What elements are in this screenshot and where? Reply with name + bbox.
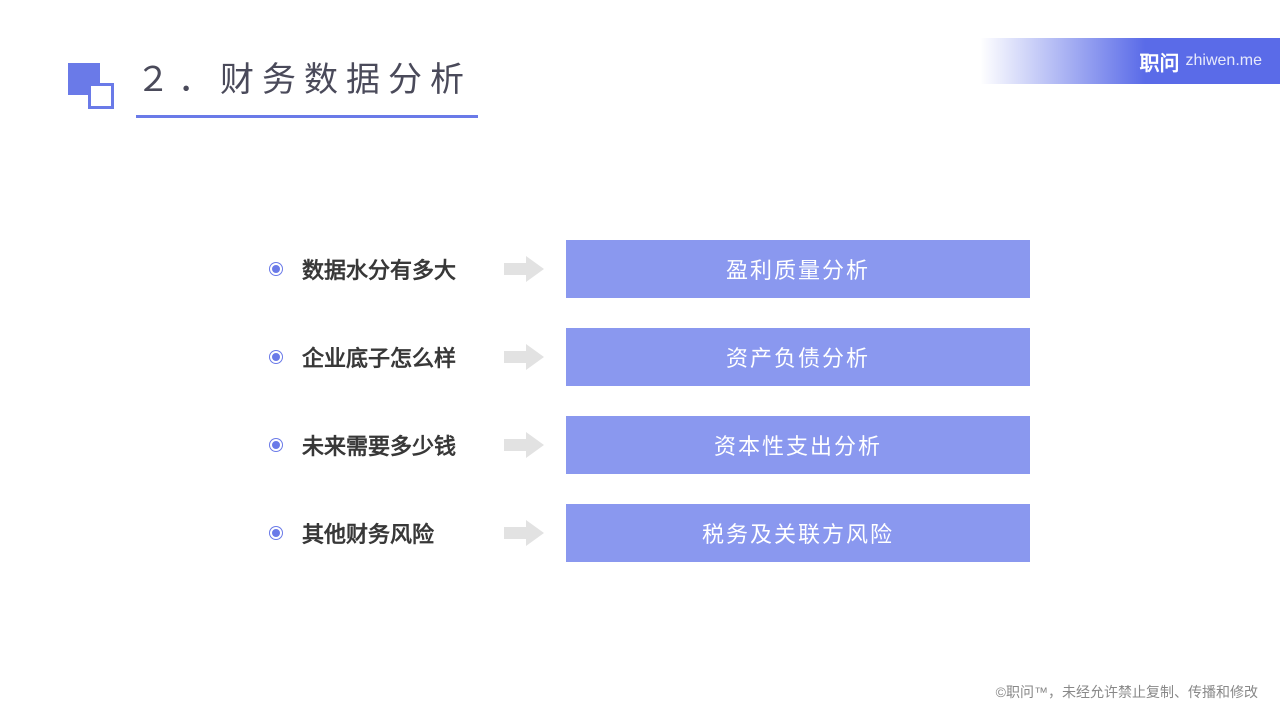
answer-box: 资本性支出分析 [566, 416, 1030, 474]
page-title: ２．财务数据分析 [136, 52, 478, 118]
bullet-icon [270, 351, 282, 363]
arrow-icon [502, 256, 546, 282]
bullet-icon [270, 263, 282, 275]
arrow-icon [502, 520, 546, 546]
bullet-icon [270, 439, 282, 451]
arrow-icon [502, 432, 546, 458]
answer-box: 盈利质量分析 [566, 240, 1030, 298]
question-text: 企业底子怎么样 [302, 341, 502, 373]
question-text: 未来需要多少钱 [302, 429, 502, 461]
logo-icon [68, 63, 112, 107]
content-list: 数据水分有多大 盈利质量分析 企业底子怎么样 资产负债分析 未来需要多少钱 资本… [270, 240, 1030, 592]
header: ２．财务数据分析 [68, 52, 478, 118]
list-item: 数据水分有多大 盈利质量分析 [270, 240, 1030, 298]
question-text: 其他财务风险 [302, 517, 502, 549]
brand-tag: 职问 zhiwen.me [980, 38, 1280, 84]
answer-box: 资产负债分析 [566, 328, 1030, 386]
answer-box: 税务及关联方风险 [566, 504, 1030, 562]
list-item: 其他财务风险 税务及关联方风险 [270, 504, 1030, 562]
list-item: 未来需要多少钱 资本性支出分析 [270, 416, 1030, 474]
brand-main: 职问 [1140, 47, 1180, 76]
arrow-icon [502, 344, 546, 370]
bullet-icon [270, 527, 282, 539]
brand-sub: zhiwen.me [1186, 52, 1262, 70]
footer-copyright: ©职问™，未经允许禁止复制、传播和修改 [996, 682, 1258, 702]
list-item: 企业底子怎么样 资产负债分析 [270, 328, 1030, 386]
question-text: 数据水分有多大 [302, 253, 502, 285]
